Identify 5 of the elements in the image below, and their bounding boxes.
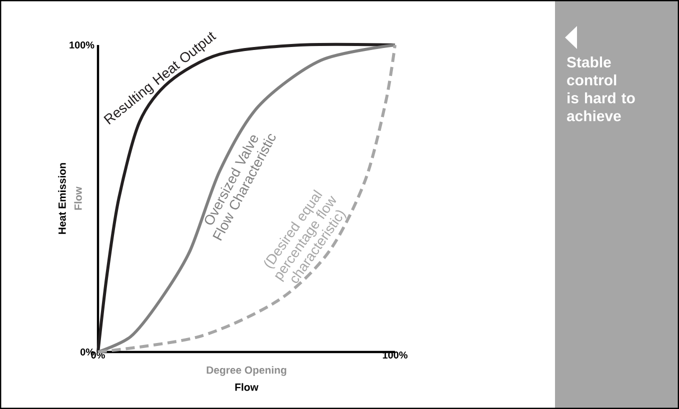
y-axis-title: Heat Emission (58, 163, 66, 234)
x-axis-title: Degree Opening (206, 366, 286, 376)
text: Flow (74, 186, 82, 210)
text: Stable control is hard to achieve (566, 56, 635, 122)
text: Flow (235, 383, 258, 391)
